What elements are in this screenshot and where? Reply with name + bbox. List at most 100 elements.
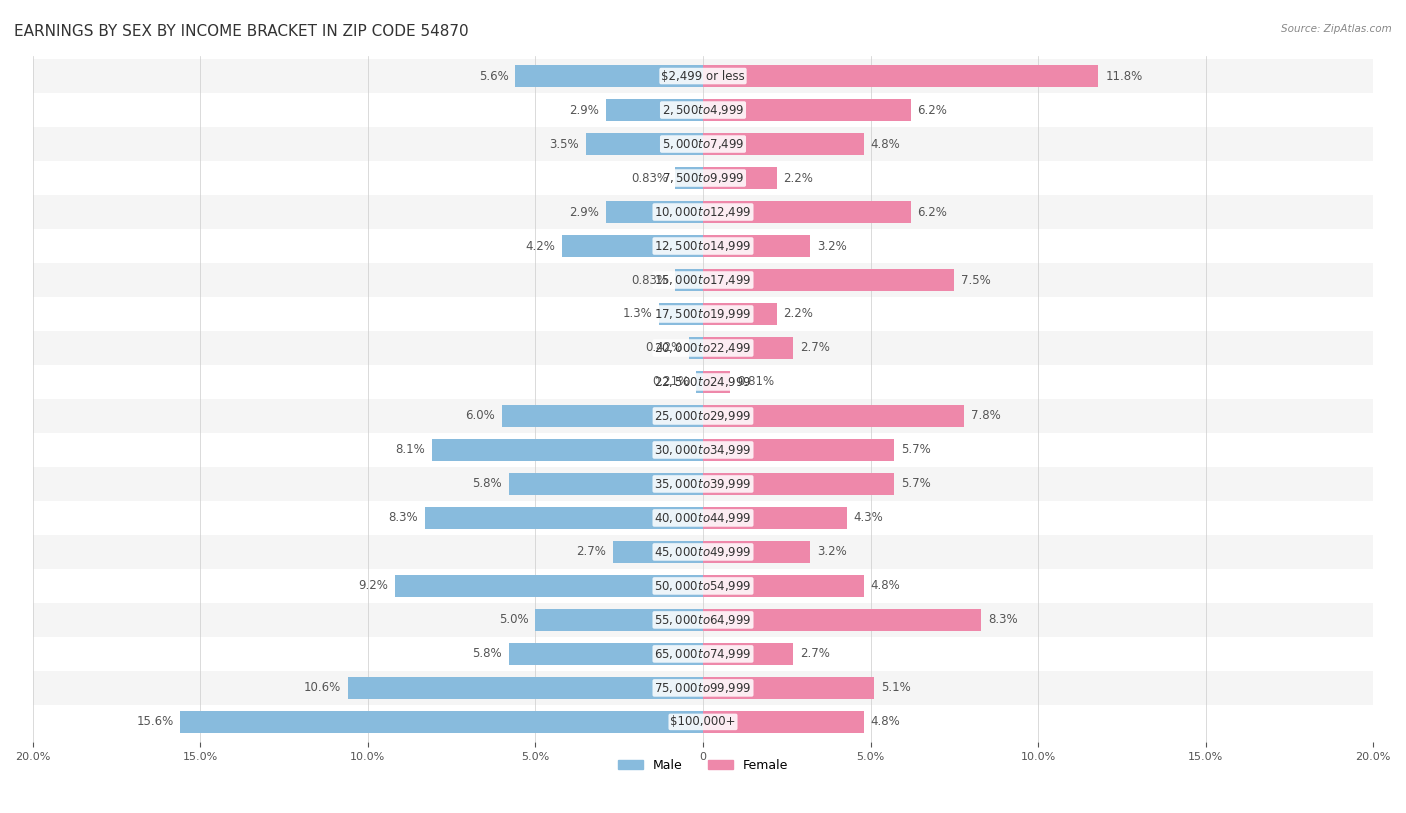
Bar <box>32 229 1374 263</box>
Bar <box>606 201 703 223</box>
Bar <box>32 263 1374 297</box>
Bar <box>32 331 1374 365</box>
Bar <box>32 603 1374 637</box>
Text: 5.0%: 5.0% <box>499 614 529 627</box>
Text: $65,000 to $74,999: $65,000 to $74,999 <box>654 647 752 661</box>
Bar <box>32 671 1374 705</box>
Bar <box>689 337 703 359</box>
Text: 5.1%: 5.1% <box>880 681 910 694</box>
Text: $20,000 to $22,499: $20,000 to $22,499 <box>654 341 752 355</box>
Bar <box>32 161 1374 195</box>
Text: 3.2%: 3.2% <box>817 240 846 253</box>
Bar <box>516 65 703 87</box>
Bar <box>586 133 703 155</box>
Bar <box>703 99 911 121</box>
Text: 7.8%: 7.8% <box>972 410 1001 423</box>
Text: $10,000 to $12,499: $10,000 to $12,499 <box>654 205 752 219</box>
Text: 2.9%: 2.9% <box>569 103 599 116</box>
Bar <box>562 235 703 257</box>
Text: 8.1%: 8.1% <box>395 443 425 456</box>
Text: 2.2%: 2.2% <box>783 307 813 320</box>
Text: 2.7%: 2.7% <box>800 341 830 354</box>
Text: 5.7%: 5.7% <box>901 443 931 456</box>
Bar <box>32 637 1374 671</box>
Text: 5.6%: 5.6% <box>479 70 509 83</box>
Bar <box>703 473 894 495</box>
Bar <box>395 575 703 597</box>
Text: 10.6%: 10.6% <box>304 681 342 694</box>
Text: $50,000 to $54,999: $50,000 to $54,999 <box>654 579 752 593</box>
Bar <box>703 65 1098 87</box>
Text: 6.2%: 6.2% <box>918 206 948 219</box>
Legend: Male, Female: Male, Female <box>613 754 793 777</box>
Text: 0.21%: 0.21% <box>652 376 689 389</box>
Text: $40,000 to $44,999: $40,000 to $44,999 <box>654 511 752 525</box>
Text: Source: ZipAtlas.com: Source: ZipAtlas.com <box>1281 24 1392 34</box>
Text: $7,500 to $9,999: $7,500 to $9,999 <box>662 171 744 185</box>
Text: $5,000 to $7,499: $5,000 to $7,499 <box>662 137 744 151</box>
Text: 4.8%: 4.8% <box>870 715 900 728</box>
Bar <box>32 535 1374 569</box>
Text: $15,000 to $17,499: $15,000 to $17,499 <box>654 273 752 287</box>
Text: $12,500 to $14,999: $12,500 to $14,999 <box>654 239 752 253</box>
Text: 1.3%: 1.3% <box>623 307 652 320</box>
Bar <box>502 405 703 427</box>
Bar <box>659 303 703 325</box>
Text: $22,500 to $24,999: $22,500 to $24,999 <box>654 375 752 389</box>
Bar <box>32 59 1374 93</box>
Bar <box>32 467 1374 501</box>
Bar <box>703 711 863 733</box>
Text: $55,000 to $64,999: $55,000 to $64,999 <box>654 613 752 627</box>
Bar <box>32 127 1374 161</box>
Bar <box>703 541 810 563</box>
Bar <box>703 609 981 631</box>
Text: $35,000 to $39,999: $35,000 to $39,999 <box>654 477 752 491</box>
Bar <box>32 297 1374 331</box>
Text: $2,499 or less: $2,499 or less <box>661 70 745 83</box>
Bar <box>703 677 875 699</box>
Text: 4.8%: 4.8% <box>870 137 900 150</box>
Text: EARNINGS BY SEX BY INCOME BRACKET IN ZIP CODE 54870: EARNINGS BY SEX BY INCOME BRACKET IN ZIP… <box>14 24 468 39</box>
Text: 2.7%: 2.7% <box>800 647 830 660</box>
Bar <box>703 337 793 359</box>
Bar <box>32 399 1374 433</box>
Text: 4.8%: 4.8% <box>870 580 900 593</box>
Bar <box>32 93 1374 127</box>
Bar <box>703 506 848 529</box>
Bar <box>703 575 863 597</box>
Bar <box>703 643 793 665</box>
Bar <box>32 501 1374 535</box>
Text: 9.2%: 9.2% <box>359 580 388 593</box>
Text: 2.7%: 2.7% <box>576 546 606 559</box>
Text: 6.0%: 6.0% <box>465 410 495 423</box>
Bar <box>32 569 1374 603</box>
Text: 7.5%: 7.5% <box>962 273 991 286</box>
Text: 6.2%: 6.2% <box>918 103 948 116</box>
Bar <box>675 167 703 189</box>
Text: 15.6%: 15.6% <box>136 715 173 728</box>
Text: $45,000 to $49,999: $45,000 to $49,999 <box>654 545 752 559</box>
Text: $17,500 to $19,999: $17,500 to $19,999 <box>654 307 752 321</box>
Bar <box>509 473 703 495</box>
Text: 0.83%: 0.83% <box>631 273 668 286</box>
Bar <box>509 643 703 665</box>
Bar <box>32 433 1374 467</box>
Text: 5.7%: 5.7% <box>901 477 931 490</box>
Bar <box>703 269 955 291</box>
Bar <box>536 609 703 631</box>
Bar <box>703 201 911 223</box>
Text: 2.9%: 2.9% <box>569 206 599 219</box>
Text: 0.81%: 0.81% <box>737 376 773 389</box>
Bar <box>703 167 776 189</box>
Text: 2.2%: 2.2% <box>783 172 813 185</box>
Text: $30,000 to $34,999: $30,000 to $34,999 <box>654 443 752 457</box>
Text: 3.5%: 3.5% <box>550 137 579 150</box>
Text: $2,500 to $4,999: $2,500 to $4,999 <box>662 103 744 117</box>
Text: 3.2%: 3.2% <box>817 546 846 559</box>
Text: 5.8%: 5.8% <box>472 477 502 490</box>
Bar <box>613 541 703 563</box>
Bar <box>703 133 863 155</box>
Bar <box>703 235 810 257</box>
Bar <box>180 711 703 733</box>
Bar <box>32 195 1374 229</box>
